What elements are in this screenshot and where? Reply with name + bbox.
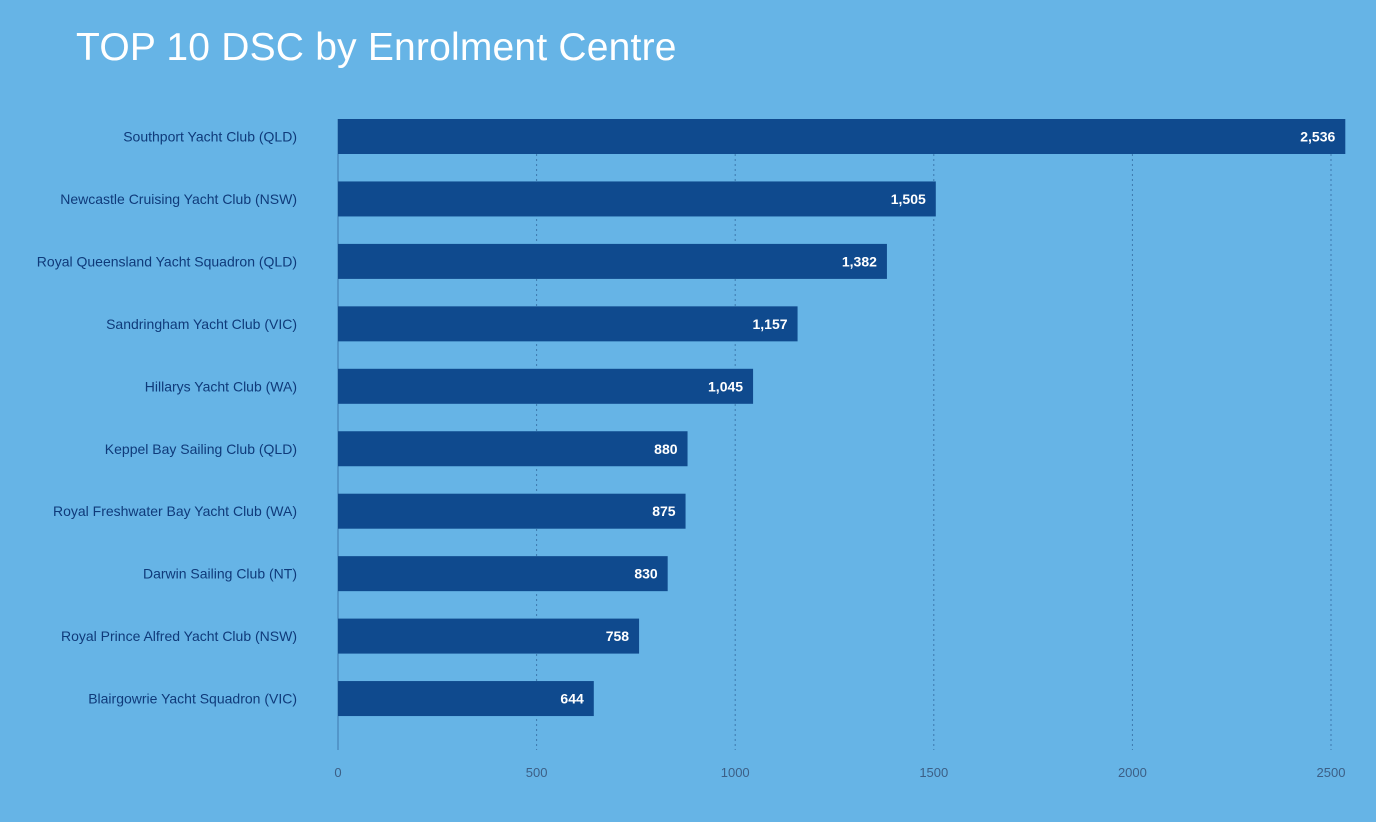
x-tick-label-1000: 1000: [721, 765, 750, 780]
bar-2: [338, 181, 936, 217]
category-label-5: Hillarys Yacht Club (WA): [145, 378, 297, 394]
value-label-4: 1,157: [753, 316, 788, 332]
value-label-8: 830: [634, 566, 658, 582]
category-label-2: Newcastle Cruising Yacht Club (NSW): [60, 191, 297, 207]
value-label-10: 644: [560, 691, 584, 707]
value-label-9: 758: [606, 628, 630, 644]
value-label-6: 880: [654, 441, 678, 457]
category-label-8: Darwin Sailing Club (NT): [143, 566, 297, 582]
bar-1: [338, 119, 1346, 154]
category-label-4: Sandringham Yacht Club (VIC): [106, 316, 297, 332]
x-tick-label-1500: 1500: [919, 765, 948, 780]
x-tick-label-2000: 2000: [1118, 765, 1147, 780]
category-label-6: Keppel Bay Sailing Club (QLD): [105, 441, 297, 457]
bar-9: [338, 618, 640, 654]
value-label-2: 1,505: [891, 191, 926, 207]
bar-5: [338, 368, 754, 404]
category-label-7: Royal Freshwater Bay Yacht Club (WA): [53, 503, 297, 519]
bar-7: [338, 493, 686, 529]
bar-10: [338, 681, 594, 717]
value-label-7: 875: [652, 503, 676, 519]
category-label-3: Royal Queensland Yacht Squadron (QLD): [37, 253, 297, 269]
bar-4: [338, 306, 798, 342]
x-tick-label-2500: 2500: [1317, 765, 1346, 780]
value-label-3: 1,382: [842, 253, 877, 269]
category-label-10: Blairgowrie Yacht Squadron (VIC): [88, 691, 297, 707]
chart-title: TOP 10 DSC by Enrolment Centre: [76, 26, 677, 69]
value-label-1: 2,536: [1300, 129, 1335, 145]
bar-6: [338, 431, 688, 467]
x-tick-label-500: 500: [526, 765, 548, 780]
bar-3: [338, 243, 887, 279]
bar-8: [338, 556, 668, 592]
category-label-1: Southport Yacht Club (QLD): [123, 129, 297, 145]
category-label-9: Royal Prince Alfred Yacht Club (NSW): [61, 628, 297, 644]
x-tick-label-0: 0: [334, 765, 341, 780]
value-label-5: 1,045: [708, 378, 743, 394]
